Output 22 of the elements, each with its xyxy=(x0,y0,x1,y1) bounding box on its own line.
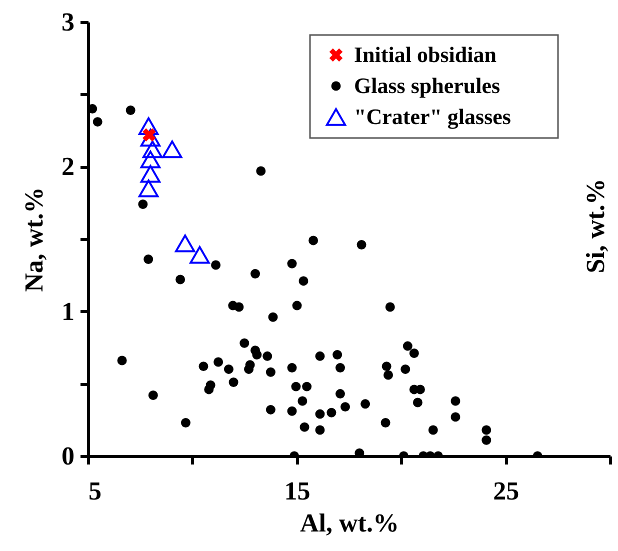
legend-label: Initial obsidian xyxy=(354,42,496,67)
x-tick-label: 5 xyxy=(88,476,102,506)
point xyxy=(140,165,161,183)
point xyxy=(190,246,210,264)
x-tick-label: 25 xyxy=(493,476,520,506)
y-tick-label: 2 xyxy=(62,152,74,182)
point xyxy=(140,128,161,147)
point xyxy=(142,140,163,158)
x-tick-label: 15 xyxy=(284,476,310,506)
point xyxy=(162,140,182,158)
legend-label: Glass spherules xyxy=(354,73,501,98)
y-tick-label: 0 xyxy=(62,442,74,470)
y2-axis-title: Si, wt.% xyxy=(581,178,610,274)
legend-label: "Crater" glasses xyxy=(354,104,512,129)
y-tick-label: 3 xyxy=(62,8,74,36)
y-tick-label: 1 xyxy=(62,296,74,326)
x-axis-title: Al, wt.% xyxy=(300,508,399,538)
y-axis-title: Na, wt.% xyxy=(20,187,48,292)
point xyxy=(175,234,196,252)
point xyxy=(138,180,159,198)
point xyxy=(140,150,161,168)
point xyxy=(138,117,159,136)
